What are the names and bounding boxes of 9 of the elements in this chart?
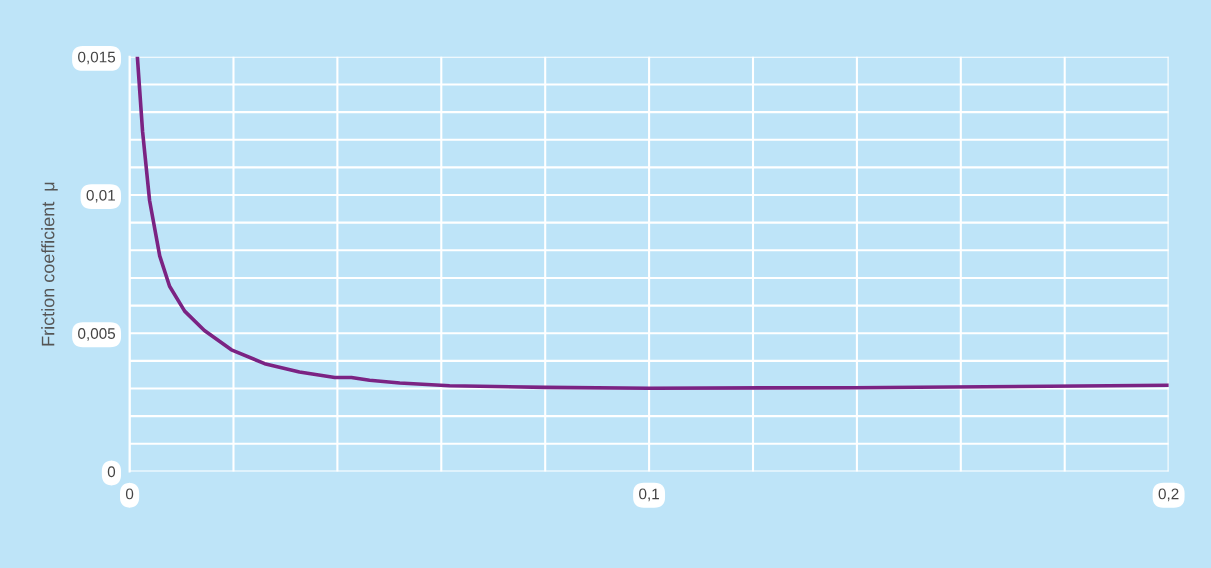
y-tick-label: 0,015	[78, 51, 116, 65]
y-axis-title: Friction coefficient μ	[41, 182, 58, 346]
line-series	[135, 56, 1169, 391]
y-tick-label: 0,005	[78, 328, 116, 341]
x-tick-label: 0	[125, 488, 134, 500]
x-tick-label: 0,2	[1158, 488, 1179, 502]
x-tick-label: 0,1	[639, 488, 659, 502]
y-tick-label: 0,01	[86, 189, 115, 203]
y-tick-label: 0	[107, 466, 116, 478]
